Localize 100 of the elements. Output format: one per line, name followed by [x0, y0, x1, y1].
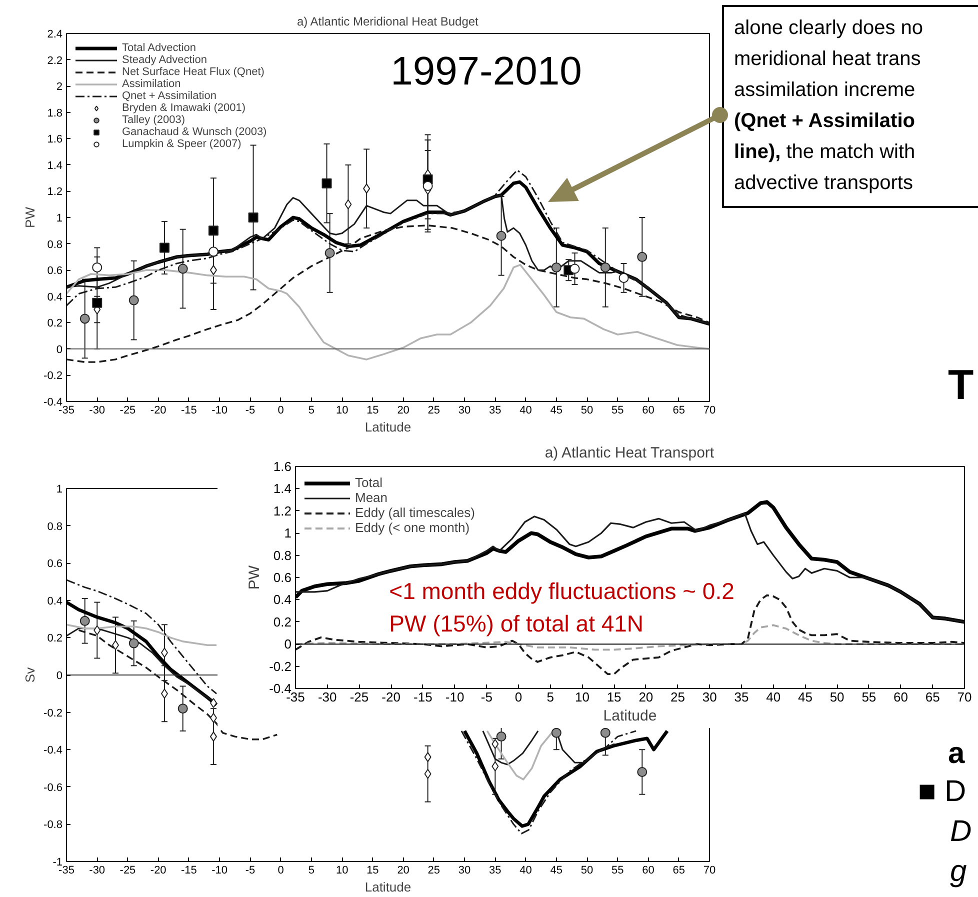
- x-tick-label: -15: [181, 404, 197, 416]
- x-tick-label: 0: [514, 690, 522, 704]
- x-tick-label: 60: [894, 690, 908, 704]
- y-tick-label: -0.2: [44, 370, 63, 382]
- x-tick-label: -20: [150, 864, 166, 876]
- x-tick-label: 50: [580, 404, 594, 416]
- y-tick-label: 1.6: [273, 459, 292, 474]
- x-tick-label: -5: [245, 404, 256, 416]
- text: T: [948, 360, 974, 410]
- x-tick-label: -30: [318, 690, 337, 704]
- y-tick-label: 1: [284, 526, 292, 541]
- x-axis-title: Latitude: [364, 880, 412, 894]
- y-axis-title: Sv: [22, 666, 38, 683]
- chart-title: a) Atlantic Heat Transport: [544, 444, 715, 462]
- legend-label: Net Surface Heat Flux (Qnet): [122, 66, 264, 78]
- y-tick-label: 1.4: [273, 481, 292, 496]
- text: D: [950, 814, 972, 850]
- y-tick-label: 1.8: [47, 107, 63, 120]
- y-tick-label: -0.2: [44, 707, 63, 720]
- x-tick-label: 10: [336, 404, 348, 416]
- y-axis-title: PW: [246, 564, 264, 590]
- legend-label: Qnet + Assimilation: [122, 90, 216, 102]
- x-tick-label: 20: [638, 690, 654, 704]
- y-tick-label: -0.2: [269, 658, 292, 674]
- y-tick-label: 0: [56, 670, 63, 682]
- legend-label: Total Advection: [122, 42, 196, 54]
- y-tick-label: 0.4: [273, 592, 292, 608]
- y-tick-label: 0.2: [47, 632, 63, 645]
- y-axis-title: PW: [22, 206, 38, 228]
- x-tick-label: 25: [428, 404, 440, 416]
- y-tick-label: 1.2: [273, 503, 292, 518]
- x-tick-label: 35: [734, 690, 749, 704]
- y-tick-label: 0.4: [47, 291, 63, 304]
- x-tick-label: 50: [580, 864, 594, 876]
- y-tick-label: -0.6: [44, 782, 63, 794]
- x-tick-label: 15: [606, 690, 622, 704]
- x-tick-label: 15: [366, 864, 379, 876]
- x-tick-label: 70: [957, 690, 972, 704]
- x-tick-label: -30: [89, 864, 106, 876]
- y-tick-label: 0.2: [47, 318, 63, 330]
- x-tick-label: -5: [245, 864, 256, 876]
- legend-label: Total: [355, 475, 382, 490]
- x-tick-label: -10: [212, 404, 228, 416]
- legend-label: Ganachaud & Wunsch (2003): [122, 126, 267, 138]
- x-tick-label: 60: [642, 404, 654, 416]
- legend-label: Lumpkin & Speer (2007): [122, 138, 242, 150]
- text: ■ D: [918, 774, 966, 810]
- x-tick-label: 40: [766, 690, 781, 704]
- y-tick-label: 1.2: [47, 186, 63, 198]
- x-tick-label: 5: [546, 690, 554, 704]
- x-tick-label: 20: [397, 404, 410, 416]
- y-tick-label: 0.6: [47, 265, 63, 278]
- x-tick-label: -10: [445, 690, 464, 704]
- legend-label: Talley (2003): [122, 114, 185, 126]
- annotation: 1997-2010: [390, 49, 582, 94]
- y-tick-label: -0.8: [44, 819, 63, 832]
- x-tick-label: 30: [702, 690, 717, 704]
- y-tick-label: 0: [56, 344, 63, 356]
- x-tick-label: 45: [550, 864, 563, 876]
- x-tick-label: -25: [120, 864, 136, 876]
- x-tick-label: 65: [925, 690, 940, 704]
- x-axis-title: Latitude: [603, 708, 657, 724]
- x-tick-label: 20: [397, 864, 410, 876]
- x-tick-label: -15: [181, 864, 197, 876]
- x-tick-label: 55: [612, 864, 624, 876]
- y-tick-label: 0.6: [47, 558, 63, 570]
- x-tick-label: 10: [574, 690, 590, 704]
- y-tick-label: 1.4: [47, 160, 63, 172]
- y-tick-label: 0.8: [273, 548, 292, 563]
- y-tick-label: 1.6: [47, 134, 63, 146]
- text: alone clearly does no meridional heat trans assimilation increme (Qnet + Assimilatio line), the match with advective transports: [722, 5, 978, 208]
- x-tick-label: 65: [672, 864, 686, 876]
- y-tick-label: 0.8: [47, 238, 63, 251]
- x-tick-label: 70: [703, 864, 716, 876]
- x-tick-label: 60: [642, 864, 654, 876]
- x-tick-label: 70: [703, 404, 716, 416]
- y-tick-label: 0.4: [47, 595, 63, 608]
- x-tick-label: 55: [612, 404, 624, 416]
- x-tick-label: -30: [89, 404, 106, 416]
- x-tick-label: 35: [489, 864, 502, 876]
- y-tick-label: 0.6: [273, 570, 292, 585]
- y-tick-label: 2: [56, 81, 63, 94]
- x-tick-label: 50: [830, 690, 844, 704]
- x-tick-label: 30: [458, 404, 471, 416]
- legend-label: Steady Advection: [122, 54, 208, 66]
- y-tick-label: 1: [56, 484, 63, 496]
- legend-label: Assimilation: [122, 78, 181, 90]
- x-tick-label: 5: [308, 404, 315, 416]
- x-tick-label: 35: [489, 404, 502, 416]
- legend-label: Eddy (< one month): [355, 520, 470, 535]
- x-tick-label: 25: [670, 690, 686, 704]
- x-tick-label: -5: [480, 690, 492, 704]
- x-tick-label: 55: [862, 690, 876, 704]
- y-tick-label: 2.4: [47, 28, 63, 40]
- x-axis-title: Latitude: [364, 420, 412, 434]
- y-tick-label: 0: [284, 636, 292, 652]
- x-tick-label: 40: [520, 864, 532, 876]
- x-tick-label: 65: [672, 404, 686, 416]
- x-tick-label: 40: [520, 404, 532, 416]
- y-tick-label: 0.8: [47, 520, 63, 533]
